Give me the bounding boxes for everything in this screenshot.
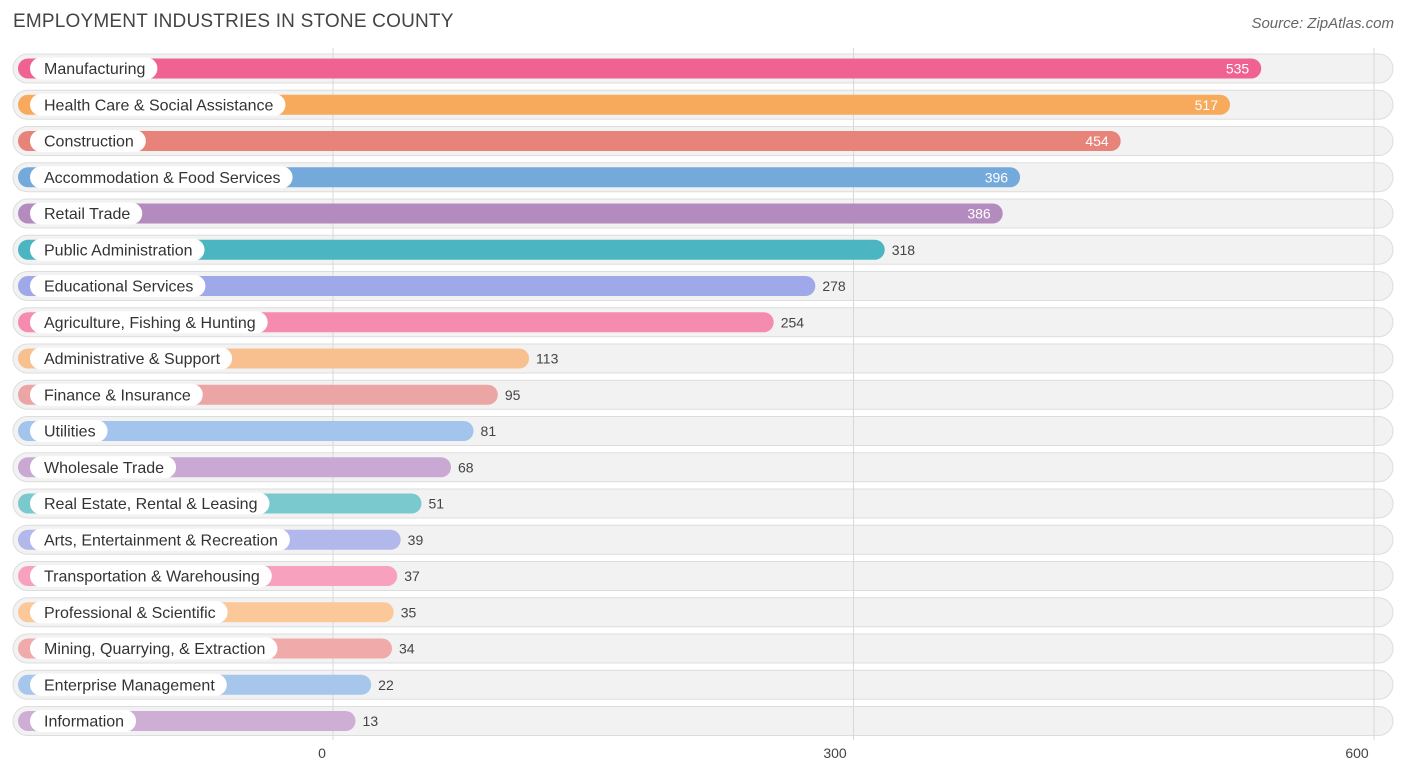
bar-label: Real Estate, Rental & Leasing [44,496,257,513]
value-label: 386 [967,206,991,222]
bar[interactable] [18,239,885,260]
value-label: 113 [536,351,559,367]
x-tick-label: 300 [823,745,847,761]
bar-label-pill [30,93,286,116]
bar-label-pill [30,130,146,152]
value-label: 517 [1195,97,1219,113]
bar[interactable] [18,203,1003,224]
bar-label: Enterprise Management [44,677,215,694]
bar-label: Administrative & Support [44,351,221,368]
bar-label-pill [30,166,293,189]
value-label: 34 [399,641,415,657]
bar-label: Accommodation & Food Services [44,170,281,187]
bar[interactable] [18,421,474,441]
value-label: 13 [363,713,379,729]
bar-label: Mining, Quarrying, & Extraction [44,641,265,658]
bar-label-pill [30,637,278,660]
bar-label: Professional & Scientific [44,605,216,622]
bar[interactable] [18,276,816,296]
bar-label: Utilities [44,424,96,441]
bar-label-pill [30,673,227,696]
bar-label: Manufacturing [44,61,145,78]
bar-label-pill [30,275,206,297]
bar-label: Finance & Insurance [44,387,191,404]
value-label: 81 [481,423,497,439]
bar-label-pill [30,528,290,551]
bar-label-pill [30,311,268,334]
source-credit: Source: ZipAtlas.com [1251,15,1394,32]
bar-label: Retail Trade [44,206,130,223]
value-label: 318 [892,242,916,258]
bar-label-pill [30,347,233,370]
bar-label: Construction [44,134,134,151]
value-label: 22 [378,677,394,693]
bar-label-pill [30,57,158,80]
bar-label-pill [30,601,228,624]
bar-label-pill [30,456,177,479]
bar-label: Educational Services [44,279,193,296]
bar-label: Agriculture, Fishing & Hunting [44,315,256,332]
bar-label-pill [30,202,143,225]
bar-label: Wholesale Trade [44,460,164,477]
value-label: 39 [408,532,424,548]
row-background [12,706,1394,736]
chart-title: EMPLOYMENT INDUSTRIES IN STONE COUNTY [13,11,454,32]
bar-label-pill [30,710,137,732]
bar-label-pill [30,565,272,587]
value-label: 454 [1085,133,1109,149]
value-label: 68 [458,459,474,475]
bar-label: Health Care & Social Assistance [44,97,274,114]
bar-label: Transportation & Warehousing [44,569,260,586]
bar[interactable] [18,94,1230,115]
bar-label: Information [44,714,124,731]
bar-label: Arts, Entertainment & Recreation [44,532,278,549]
value-label: 37 [404,568,420,584]
bar-label-pill [30,238,205,261]
value-label: 95 [505,387,521,403]
bar-label-pill [30,420,108,442]
x-tick-label: 600 [1345,745,1369,761]
bar-label-pill [30,492,270,515]
value-label: 35 [401,604,417,620]
value-label: 396 [985,169,1009,185]
bar[interactable] [18,131,1121,151]
value-label: 535 [1226,61,1250,77]
bar-label-pill [30,383,203,406]
x-tick-label: 0 [318,745,326,761]
bar[interactable] [18,58,1262,79]
value-label: 51 [428,496,444,512]
bar-label: Public Administration [44,242,193,259]
value-label: 278 [822,278,846,294]
value-label: 254 [781,314,805,330]
